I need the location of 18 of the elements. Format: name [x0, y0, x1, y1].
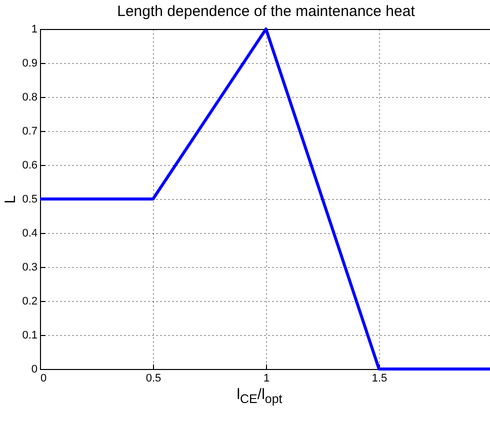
x-tick-label: 1	[263, 372, 270, 384]
x-axis-title: l$_{CE}$/l$_{opt}$	[236, 386, 284, 406]
y-axis-title: L	[2, 195, 20, 204]
x-tick-label: 0.5	[146, 372, 162, 384]
y-tick-label: 0.2	[22, 296, 38, 308]
y-tick-label: 0	[31, 364, 38, 376]
chart-title: Length dependence of the maintenance heat	[117, 3, 416, 20]
y-tick-label: 1	[31, 24, 38, 36]
y-tick-label: 0.9	[22, 58, 38, 70]
y-tick-label: 0.7	[22, 126, 38, 138]
x-tick-label: 1.5	[372, 372, 388, 384]
y-tick-label: 0.8	[22, 92, 38, 104]
y-tick-label: 0.1	[22, 330, 38, 342]
y-tick-label: 0.3	[22, 262, 38, 274]
x-tick-label: 0	[40, 372, 47, 384]
y-tick-label: 0.5	[22, 194, 38, 206]
y-tick-label: 0.4	[22, 228, 38, 240]
y-tick-label: 0.6	[22, 160, 38, 172]
